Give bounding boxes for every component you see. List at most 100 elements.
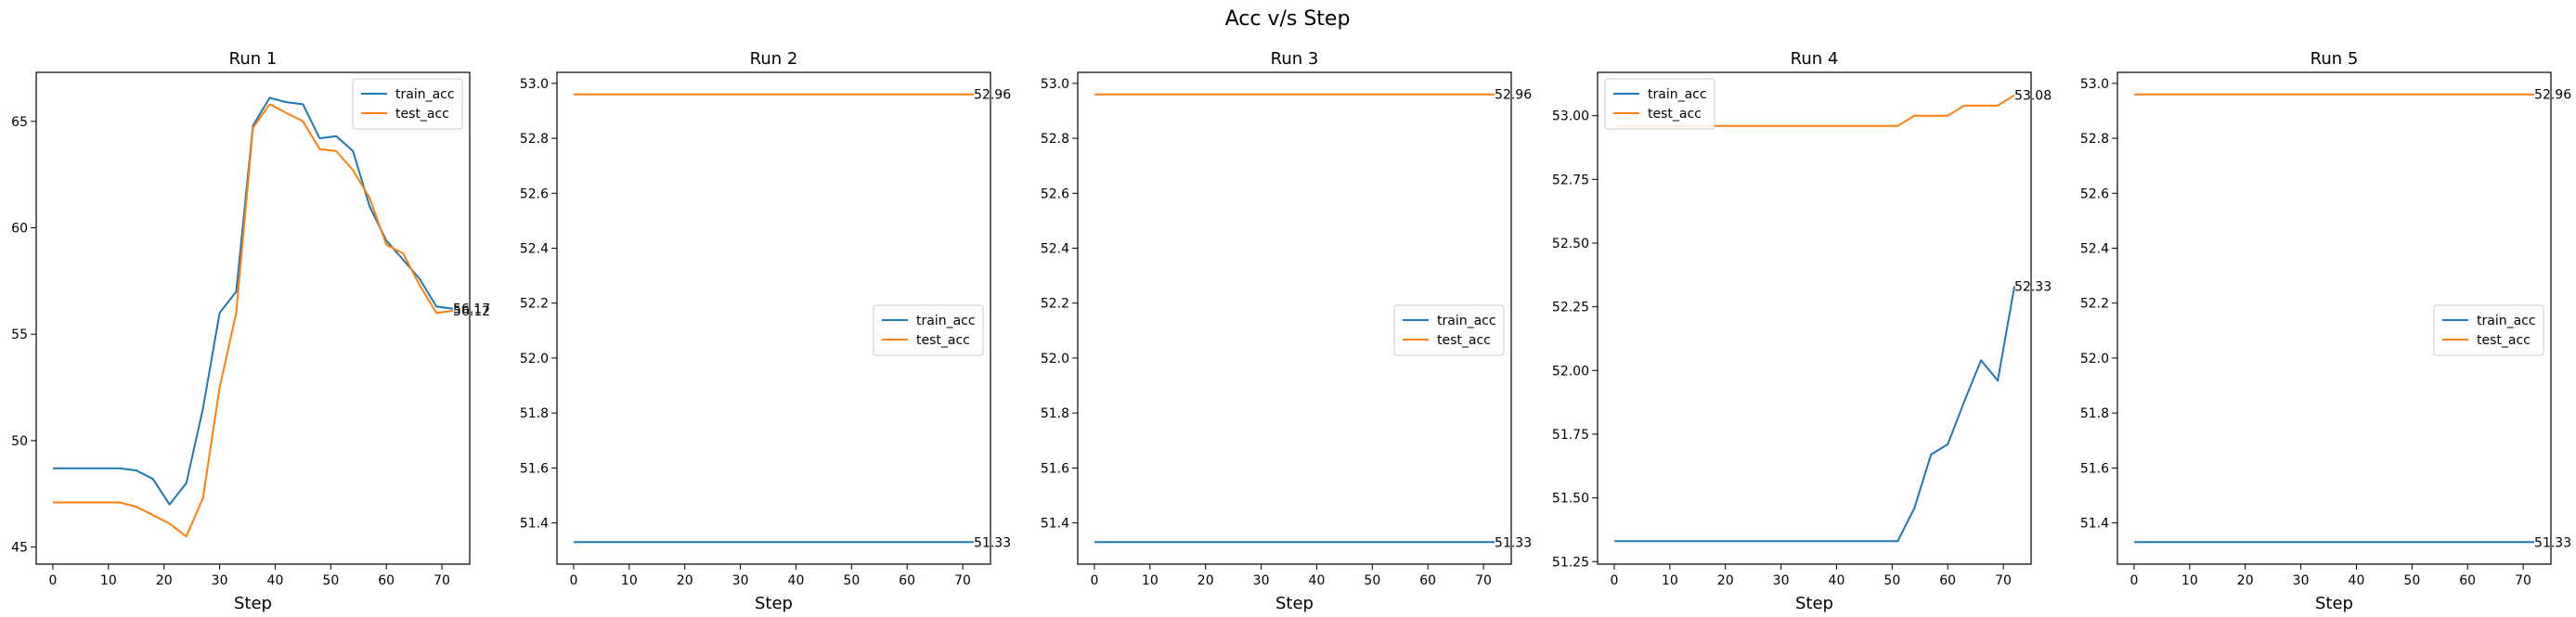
plot-frame <box>556 71 991 565</box>
series-line-train-acc <box>1614 286 2015 543</box>
y-tick-label: 52.6 <box>2080 186 2109 201</box>
y-tick-label: 52.00 <box>1552 364 1589 379</box>
y-tick-label: 52.4 <box>1041 241 1069 256</box>
x-tick-label: 40 <box>1309 573 1326 588</box>
end-value-label: 52.33 <box>2014 280 2052 295</box>
x-tick-label: 30 <box>2293 573 2310 588</box>
x-tick-label: 50 <box>322 573 339 588</box>
y-tick-label: 51.8 <box>520 406 549 421</box>
legend-label: train_acc <box>395 87 455 102</box>
legend-label: train_acc <box>2477 314 2536 328</box>
subplot-title: Run 5 <box>2311 49 2359 69</box>
x-tick-label: 70 <box>954 573 971 588</box>
x-tick-label: 30 <box>1253 573 1270 588</box>
y-tick-label: 52.25 <box>1552 301 1589 315</box>
y-tick-label: 65 <box>11 115 28 130</box>
legend-box <box>1604 78 1715 130</box>
x-tick-label: 50 <box>1364 573 1380 588</box>
y-tick-label: 52.2 <box>1041 297 1069 312</box>
x-tick-label: 60 <box>1939 573 1956 588</box>
y-tick-label: 52.75 <box>1552 173 1589 187</box>
y-tick-label: 52.0 <box>2080 352 2109 366</box>
y-tick-label: 51.75 <box>1552 428 1589 443</box>
x-tick-label: 20 <box>677 573 693 588</box>
x-tick-label: 70 <box>1995 573 2012 588</box>
x-tick-label: 10 <box>1142 573 1159 588</box>
series-line-train-acc <box>53 96 454 506</box>
legend: train_acc test_acc <box>1604 78 1715 130</box>
end-value-label: 51.33 <box>1495 535 1532 550</box>
legend-label: train_acc <box>1437 314 1496 328</box>
y-tick-label: 51.25 <box>1552 555 1589 570</box>
legend-label: test_acc <box>1437 333 1491 348</box>
y-tick-label: 53.0 <box>1041 77 1069 92</box>
end-value-label: 53.08 <box>2014 89 2052 104</box>
plot-frame <box>1077 71 1512 565</box>
figure-title: Acc v/s Step <box>1225 7 1351 31</box>
x-tick-label: 10 <box>621 573 638 588</box>
legend-label: test_acc <box>1648 107 1702 122</box>
x-tick-label: 40 <box>1829 573 1845 588</box>
y-tick-label: 52.2 <box>2080 297 2109 312</box>
y-tick-label: 52.4 <box>520 241 549 256</box>
x-tick-label: 10 <box>1662 573 1678 588</box>
x-tick-label: 0 <box>1091 573 1099 588</box>
y-tick-label: 53.0 <box>520 77 549 92</box>
legend-label: test_acc <box>916 333 970 348</box>
subplot-run-4: Run 4 0 10 20 30 40 50 60 70 51.25 51.50 51.75 52.00… <box>1552 49 2052 613</box>
y-tick-label: 51.4 <box>2080 517 2109 532</box>
plot-frame <box>35 71 471 565</box>
y-tick-label: 52.8 <box>520 132 549 147</box>
y-tick-label: 52.6 <box>520 186 549 201</box>
plot-frame <box>1597 71 2032 565</box>
y-tick-label: 53.0 <box>2080 77 2109 92</box>
x-tick-label: 0 <box>1611 573 1619 588</box>
end-value-label: 56.12 <box>453 304 490 319</box>
y-tick-label: 52.0 <box>520 352 549 366</box>
legend-label: train_acc <box>916 314 976 328</box>
legend: train_acc test_acc <box>2433 304 2544 356</box>
x-tick-label: 0 <box>49 573 58 588</box>
y-tick-label: 51.6 <box>1041 461 1069 476</box>
x-axis-label: Step <box>1795 594 1833 613</box>
x-tick-label: 0 <box>2130 573 2139 588</box>
x-tick-label: 30 <box>732 573 749 588</box>
x-tick-label: 50 <box>843 573 860 588</box>
x-tick-label: 50 <box>2403 573 2420 588</box>
y-tick-label: 52.8 <box>2080 132 2109 147</box>
y-tick-label: 52.8 <box>1041 132 1069 147</box>
y-tick-label: 55 <box>11 328 28 342</box>
x-tick-label: 60 <box>2459 573 2476 588</box>
x-tick-label: 50 <box>1883 573 1900 588</box>
legend-label: test_acc <box>395 107 449 122</box>
legend: train_acc test_acc <box>352 78 463 130</box>
legend-label: test_acc <box>2477 333 2531 348</box>
legend-box <box>873 304 984 356</box>
x-tick-label: 30 <box>212 573 228 588</box>
subplot-title: Run 1 <box>229 49 278 69</box>
x-axis-label: Step <box>234 594 272 613</box>
y-tick-label: 52.0 <box>1041 352 1069 366</box>
x-tick-label: 70 <box>1475 573 1492 588</box>
y-tick-label: 50 <box>11 434 28 449</box>
y-tick-label: 51.6 <box>2080 461 2109 476</box>
x-tick-label: 20 <box>1197 573 1214 588</box>
x-tick-label: 40 <box>788 573 805 588</box>
subplot-title: Run 3 <box>1271 49 1319 69</box>
subplot-run-2: Run 2 0 10 20 30 40 50 60 70 51.4 51.6 51.8 52.0 52.2… <box>520 49 1011 613</box>
x-tick-label: 60 <box>899 573 915 588</box>
end-value-label: 52.96 <box>974 88 1011 103</box>
y-tick-label: 52.2 <box>520 297 549 312</box>
legend: train_acc test_acc <box>873 304 984 356</box>
y-tick-label: 51.8 <box>1041 406 1069 421</box>
x-tick-label: 70 <box>2515 573 2531 588</box>
y-tick-label: 51.6 <box>520 461 549 476</box>
x-axis-label: Step <box>2315 594 2353 613</box>
subplot-run-3: Run 3 0 10 20 30 40 50 60 70 51.4 51.6 51.8 52.0 52.2… <box>1041 49 1532 613</box>
subplot-run-1: Run 1 0 10 20 30 40 50 60 70 45 50 55 60 65 Step 56.175… <box>11 49 490 613</box>
x-tick-label: 30 <box>1773 573 1790 588</box>
end-value-label: 51.33 <box>2534 535 2571 550</box>
y-tick-label: 52.4 <box>2080 241 2109 256</box>
y-tick-label: 45 <box>11 541 28 556</box>
subplot-title: Run 4 <box>1791 49 1839 69</box>
